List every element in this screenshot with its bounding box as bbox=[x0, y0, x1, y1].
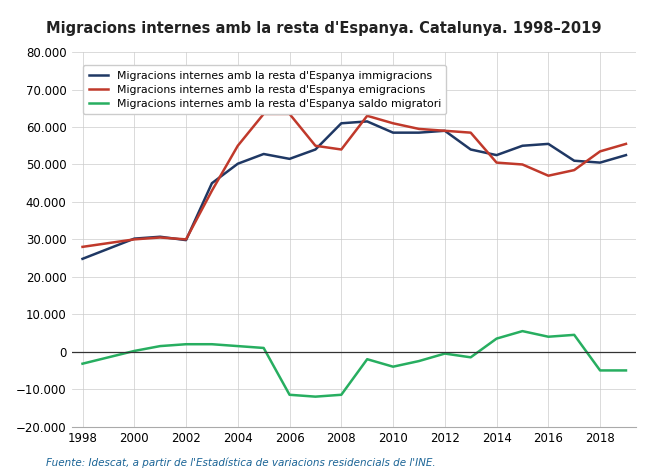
Migracions internes amb la resta d'Espanya immigracions bbox=[363, 118, 371, 124]
Migracions internes amb la resta d'Espanya saldo migratori bbox=[596, 368, 604, 374]
Migracions internes amb la resta d'Espanya immigracions bbox=[493, 152, 501, 158]
Migracions internes amb la resta d'Espanya emigracions bbox=[389, 120, 397, 126]
Migracions internes amb la resta d'Espanya saldo migratori bbox=[363, 356, 371, 362]
Migracions internes amb la resta d'Espanya saldo migratori bbox=[79, 361, 87, 366]
Migracions internes amb la resta d'Espanya emigracions bbox=[544, 173, 552, 179]
Migracions internes amb la resta d'Espanya emigracions bbox=[312, 143, 319, 149]
Migracions internes amb la resta d'Espanya saldo migratori bbox=[260, 345, 268, 351]
Migracions internes amb la resta d'Espanya saldo migratori bbox=[467, 355, 475, 360]
Migracions internes amb la resta d'Espanya immigracions bbox=[312, 146, 319, 152]
Migracions internes amb la resta d'Espanya immigracions bbox=[156, 234, 164, 239]
Migracions internes amb la resta d'Espanya emigracions bbox=[156, 235, 164, 240]
Migracions internes amb la resta d'Espanya immigracions bbox=[337, 120, 345, 126]
Migracions internes amb la resta d'Espanya immigracions bbox=[79, 256, 87, 262]
Migracions internes amb la resta d'Espanya saldo migratori bbox=[337, 392, 345, 398]
Line: Migracions internes amb la resta d'Espanya immigracions: Migracions internes amb la resta d'Espan… bbox=[83, 121, 626, 259]
Migracions internes amb la resta d'Espanya emigracions bbox=[260, 111, 268, 117]
Migracions internes amb la resta d'Espanya saldo migratori bbox=[441, 351, 449, 356]
Migracions internes amb la resta d'Espanya emigracions bbox=[415, 126, 423, 132]
Text: Migracions internes amb la resta d'Espanya. Catalunya. 1998–2019: Migracions internes amb la resta d'Espan… bbox=[46, 21, 602, 36]
Migracions internes amb la resta d'Espanya emigracions bbox=[570, 167, 578, 173]
Migracions internes amb la resta d'Espanya saldo migratori bbox=[570, 332, 578, 337]
Line: Migracions internes amb la resta d'Espanya saldo migratori: Migracions internes amb la resta d'Espan… bbox=[83, 331, 626, 397]
Migracions internes amb la resta d'Espanya saldo migratori bbox=[285, 392, 293, 398]
Migracions internes amb la resta d'Espanya emigracions bbox=[596, 148, 604, 154]
Migracions internes amb la resta d'Espanya emigracions bbox=[467, 130, 475, 136]
Migracions internes amb la resta d'Espanya emigracions bbox=[208, 188, 216, 193]
Migracions internes amb la resta d'Espanya immigracions bbox=[389, 130, 397, 136]
Migracions internes amb la resta d'Espanya emigracions bbox=[518, 162, 526, 167]
Migracions internes amb la resta d'Espanya immigracions bbox=[544, 141, 552, 147]
Migracions internes amb la resta d'Espanya saldo migratori bbox=[518, 328, 526, 334]
Migracions internes amb la resta d'Espanya emigracions bbox=[104, 240, 112, 246]
Migracions internes amb la resta d'Espanya immigracions bbox=[415, 130, 423, 136]
Migracions internes amb la resta d'Espanya immigracions bbox=[596, 160, 604, 165]
Migracions internes amb la resta d'Espanya saldo migratori bbox=[493, 336, 501, 341]
Migracions internes amb la resta d'Espanya immigracions bbox=[131, 236, 138, 241]
Migracions internes amb la resta d'Espanya saldo migratori bbox=[156, 343, 164, 349]
Migracions internes amb la resta d'Espanya emigracions bbox=[363, 113, 371, 118]
Migracions internes amb la resta d'Espanya emigracions bbox=[493, 160, 501, 165]
Migracions internes amb la resta d'Espanya emigracions bbox=[79, 244, 87, 250]
Migracions internes amb la resta d'Espanya immigracions bbox=[285, 156, 293, 162]
Text: Fuente: Idescat, a partir de l'Estadística de variacions residencials de l'INE.: Fuente: Idescat, a partir de l'Estadísti… bbox=[46, 458, 436, 468]
Migracions internes amb la resta d'Espanya saldo migratori bbox=[415, 358, 423, 364]
Migracions internes amb la resta d'Espanya emigracions bbox=[182, 237, 190, 242]
Migracions internes amb la resta d'Espanya immigracions bbox=[182, 237, 190, 243]
Migracions internes amb la resta d'Espanya emigracions bbox=[622, 141, 630, 147]
Migracions internes amb la resta d'Espanya saldo migratori bbox=[208, 341, 216, 347]
Migracions internes amb la resta d'Espanya saldo migratori bbox=[104, 355, 112, 360]
Migracions internes amb la resta d'Espanya emigracions bbox=[131, 237, 138, 242]
Migracions internes amb la resta d'Espanya immigracions bbox=[234, 161, 241, 166]
Migracions internes amb la resta d'Espanya immigracions bbox=[260, 151, 268, 157]
Migracions internes amb la resta d'Espanya saldo migratori bbox=[544, 334, 552, 339]
Migracions internes amb la resta d'Espanya saldo migratori bbox=[131, 348, 138, 354]
Migracions internes amb la resta d'Espanya saldo migratori bbox=[234, 343, 241, 349]
Migracions internes amb la resta d'Espanya emigracions bbox=[234, 143, 241, 149]
Migracions internes amb la resta d'Espanya immigracions bbox=[104, 246, 112, 252]
Migracions internes amb la resta d'Espanya emigracions bbox=[441, 128, 449, 134]
Migracions internes amb la resta d'Espanya immigracions bbox=[622, 152, 630, 158]
Migracions internes amb la resta d'Espanya immigracions bbox=[441, 128, 449, 134]
Legend: Migracions internes amb la resta d'Espanya immigracions, Migracions internes amb: Migracions internes amb la resta d'Espan… bbox=[83, 65, 447, 114]
Migracions internes amb la resta d'Espanya immigracions bbox=[467, 146, 475, 152]
Migracions internes amb la resta d'Espanya saldo migratori bbox=[622, 368, 630, 374]
Migracions internes amb la resta d'Espanya emigracions bbox=[285, 111, 293, 117]
Migracions internes amb la resta d'Espanya immigracions bbox=[570, 158, 578, 164]
Migracions internes amb la resta d'Espanya emigracions bbox=[337, 146, 345, 152]
Migracions internes amb la resta d'Espanya saldo migratori bbox=[312, 394, 319, 400]
Line: Migracions internes amb la resta d'Espanya emigracions: Migracions internes amb la resta d'Espan… bbox=[83, 114, 626, 247]
Migracions internes amb la resta d'Espanya immigracions bbox=[208, 180, 216, 186]
Migracions internes amb la resta d'Espanya saldo migratori bbox=[182, 341, 190, 347]
Migracions internes amb la resta d'Espanya immigracions bbox=[518, 143, 526, 149]
Migracions internes amb la resta d'Espanya saldo migratori bbox=[389, 364, 397, 370]
